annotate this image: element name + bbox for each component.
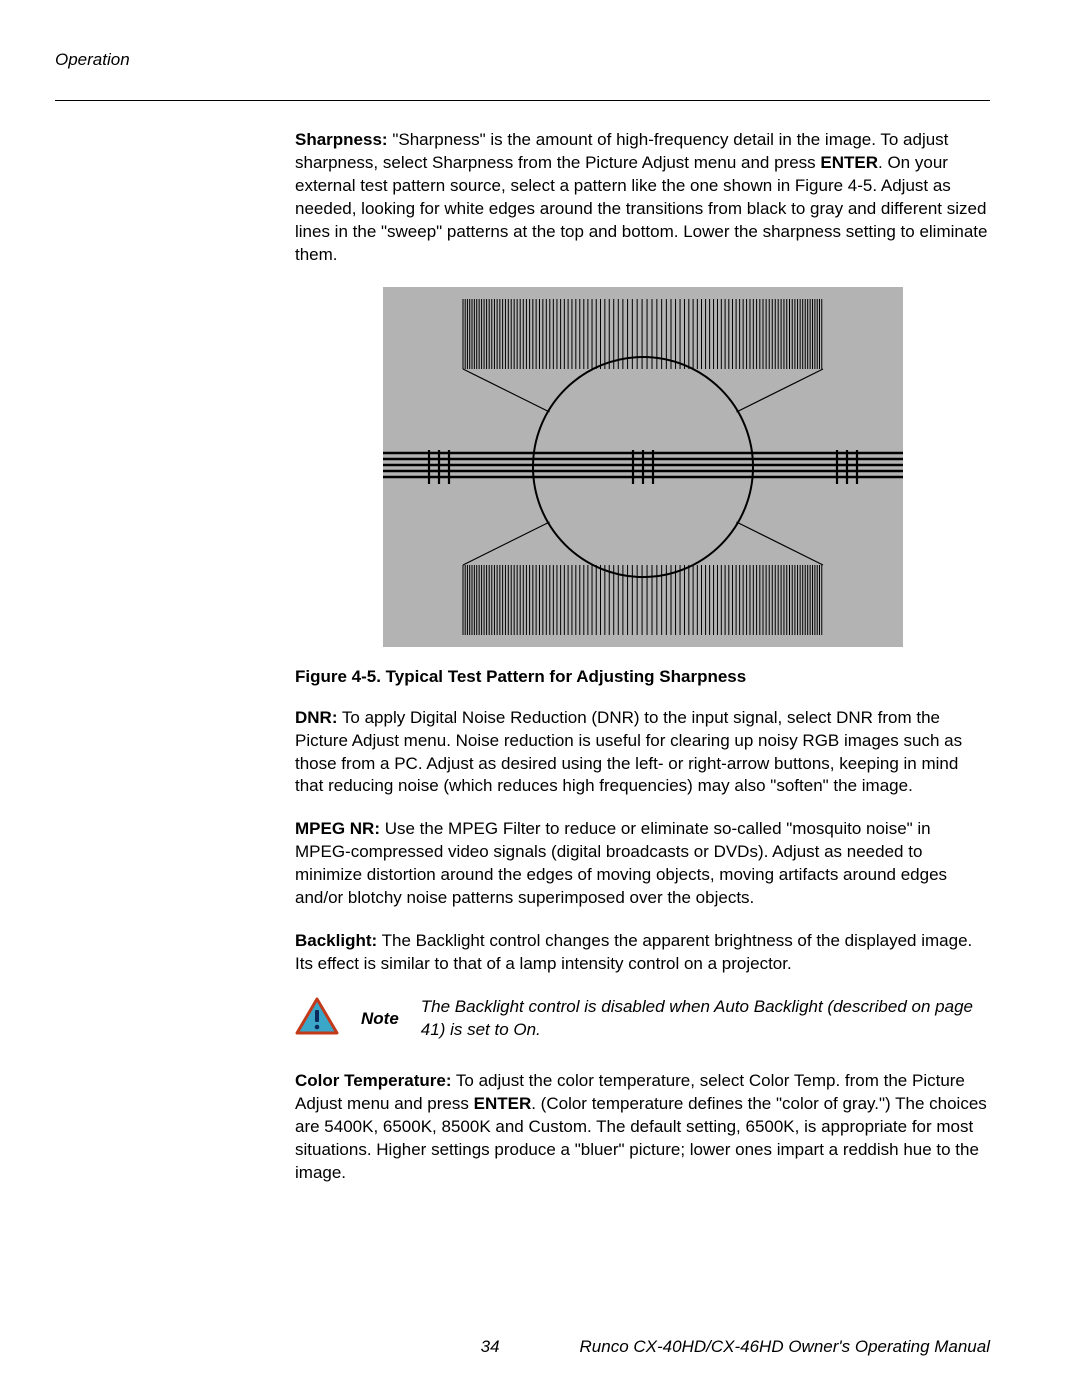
- note-block: Note The Backlight control is disabled w…: [295, 996, 990, 1042]
- page-footer: 34 Runco CX-40HD/CX-46HD Owner's Operati…: [55, 1337, 990, 1357]
- figure-test-pattern: [295, 287, 990, 647]
- backlight-text: The Backlight control changes the appare…: [295, 931, 972, 973]
- warning-triangle-icon: [295, 996, 339, 1036]
- backlight-paragraph: Backlight: The Backlight control changes…: [295, 930, 990, 976]
- header-section: Operation: [55, 50, 990, 70]
- mpeg-label: MPEG NR:: [295, 819, 380, 838]
- note-icon: [295, 996, 339, 1041]
- sharpness-enter: ENTER: [820, 153, 878, 172]
- figure-caption: Figure 4-5. Typical Test Pattern for Adj…: [295, 667, 990, 687]
- dnr-paragraph: DNR: To apply Digital Noise Reduction (D…: [295, 707, 990, 799]
- mpeg-paragraph: MPEG NR: Use the MPEG Filter to reduce o…: [295, 818, 990, 910]
- sharpness-paragraph: Sharpness: "Sharpness" is the amount of …: [295, 129, 990, 267]
- colortemp-enter: ENTER: [474, 1094, 532, 1113]
- note-label: Note: [361, 1009, 399, 1029]
- backlight-label: Backlight:: [295, 931, 377, 950]
- sharpness-label: Sharpness:: [295, 130, 388, 149]
- manual-title: Runco CX-40HD/CX-46HD Owner's Operating …: [580, 1337, 990, 1357]
- note-text: The Backlight control is disabled when A…: [421, 996, 990, 1042]
- test-pattern-svg: [383, 287, 903, 647]
- mpeg-text: Use the MPEG Filter to reduce or elimina…: [295, 819, 947, 907]
- dnr-text: To apply Digital Noise Reduction (DNR) t…: [295, 708, 962, 796]
- dnr-label: DNR:: [295, 708, 338, 727]
- colortemp-label: Color Temperature:: [295, 1071, 452, 1090]
- page-number: 34: [481, 1337, 500, 1357]
- colortemp-paragraph: Color Temperature: To adjust the color t…: [295, 1070, 990, 1185]
- header-rule: [55, 100, 990, 101]
